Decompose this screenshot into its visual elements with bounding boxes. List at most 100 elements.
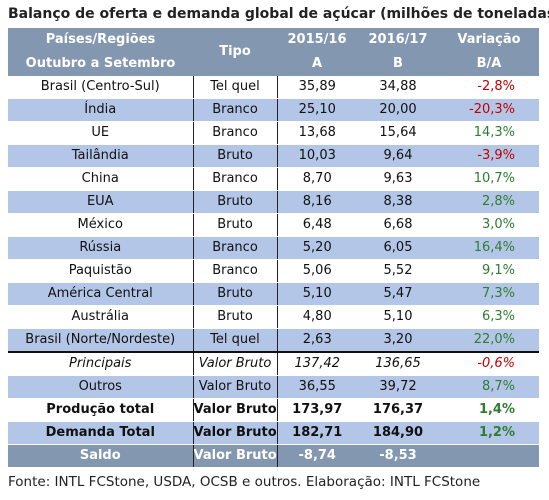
- value-b-cell: 136,65: [357, 351, 439, 376]
- tipo-cell: Branco: [192, 259, 278, 283]
- variation-cell: 10,7%: [439, 167, 539, 191]
- header-tipo: Tipo: [193, 28, 277, 76]
- value-b-cell: 5,52: [357, 259, 439, 283]
- table-row: Austrália Bruto 4,80 5,10 6,3%: [8, 305, 539, 329]
- variation-cell: 9,1%: [439, 259, 539, 283]
- tipo-cell: Valor Bruto: [192, 421, 278, 445]
- value-a-cell: 8,70: [277, 167, 357, 191]
- table-row: Brasil (Centro-Sul) Tel quel 35,89 34,88 -2,…: [8, 76, 539, 99]
- value-a-cell: 10,03: [277, 144, 357, 168]
- country-cell: UE: [8, 121, 193, 145]
- value-b-cell: -8,53: [357, 444, 439, 467]
- header-col-a: A: [277, 52, 357, 76]
- country-cell: Demanda Total: [8, 421, 193, 445]
- table-row: UE Branco 13,68 15,64 14,3%: [8, 121, 539, 145]
- value-a-cell: 137,42: [277, 351, 357, 376]
- value-a-cell: 5,20: [277, 236, 357, 260]
- country-cell: Brasil (Norte/Nordeste): [8, 328, 193, 353]
- value-b-cell: 6,68: [357, 213, 439, 237]
- variation-cell: -0,6%: [439, 351, 539, 376]
- table-row: China Branco 8,70 9,63 10,7%: [8, 167, 539, 191]
- header-variation: Variação: [439, 28, 539, 52]
- header-countries-line1: Países/Regiões: [8, 28, 193, 52]
- value-a-cell: 25,10: [277, 98, 357, 122]
- variation-cell: 8,7%: [439, 375, 539, 399]
- value-a-cell: 13,68: [277, 121, 357, 145]
- tipo-cell: Bruto: [192, 190, 278, 214]
- country-cell: China: [8, 167, 193, 191]
- demanda-total-row: Demanda Total Valor Bruto 182,71 184,90 1,2%: [8, 421, 539, 445]
- outros-row: Outros Valor Bruto 36,55 39,72 8,7%: [8, 375, 539, 399]
- variation-cell: [439, 444, 539, 467]
- country-cell: Rússia: [8, 236, 193, 260]
- table-body: Brasil (Centro-Sul) Tel quel 35,89 34,88 -2,…: [8, 76, 539, 467]
- table-row: América Central Bruto 5,10 5,47 7,3%: [8, 282, 539, 306]
- tipo-cell: Branco: [192, 236, 278, 260]
- value-b-cell: 3,20: [357, 328, 439, 353]
- value-a-cell: 173,97: [277, 398, 357, 422]
- value-a-cell: 35,89: [277, 76, 357, 99]
- header-col-ba: B/A: [439, 52, 539, 76]
- value-a-cell: 8,16: [277, 190, 357, 214]
- table-row: México Bruto 6,48 6,68 3,0%: [8, 213, 539, 237]
- header-year-a: 2015/16: [277, 28, 357, 52]
- variation-cell: 7,3%: [439, 282, 539, 306]
- country-cell: Produção total: [8, 398, 193, 422]
- table-row: Índia Branco 25,10 20,00 -20,3%: [8, 98, 539, 122]
- value-b-cell: 9,63: [357, 167, 439, 191]
- country-cell: Índia: [8, 98, 193, 122]
- country-cell: Tailândia: [8, 144, 193, 168]
- variation-cell: -2,8%: [439, 76, 539, 99]
- value-b-cell: 39,72: [357, 375, 439, 399]
- source-note: Fonte: INTL FCStone, USDA, OCSB e outros…: [8, 474, 481, 490]
- tipo-cell: Valor Bruto: [192, 375, 278, 399]
- header-year-b: 2016/17: [357, 28, 439, 52]
- header-col-b: B: [357, 52, 439, 76]
- value-b-cell: 184,90: [357, 421, 439, 445]
- variation-cell: 1,2%: [439, 421, 539, 445]
- country-cell: EUA: [8, 190, 193, 214]
- country-cell: México: [8, 213, 193, 237]
- value-a-cell: 6,48: [277, 213, 357, 237]
- country-cell: Outros: [8, 375, 193, 399]
- variation-cell: 6,3%: [439, 305, 539, 329]
- value-a-cell: 36,55: [277, 375, 357, 399]
- value-a-cell: 2,63: [277, 328, 357, 353]
- tipo-cell: Bruto: [192, 282, 278, 306]
- value-a-cell: 5,06: [277, 259, 357, 283]
- principais-row: Principais Valor Bruto 137,42 136,65 -0,6%: [8, 351, 539, 376]
- country-cell: Paquistão: [8, 259, 193, 283]
- table-row: Paquistão Branco 5,06 5,52 9,1%: [8, 259, 539, 283]
- value-b-cell: 15,64: [357, 121, 439, 145]
- variation-cell: 1,4%: [439, 398, 539, 422]
- table-row: EUA Bruto 8,16 8,38 2,8%: [8, 190, 539, 214]
- tipo-cell: Bruto: [192, 305, 278, 329]
- variation-cell: -20,3%: [439, 98, 539, 122]
- saldo-row: Saldo Valor Bruto -8,74 -8,53: [8, 444, 539, 467]
- value-a-cell: -8,74: [277, 444, 357, 467]
- country-cell: Saldo: [8, 444, 193, 467]
- table-row: Rússia Branco 5,20 6,05 16,4%: [8, 236, 539, 260]
- producao-total-row: Produção total Valor Bruto 173,97 176,37 1,4…: [8, 398, 539, 422]
- variation-cell: 3,0%: [439, 213, 539, 237]
- tipo-cell: Bruto: [192, 144, 278, 168]
- sugar-balance-table: Países/Regiões Tipo 2015/16 2016/17 Vari…: [8, 28, 539, 467]
- value-b-cell: 176,37: [357, 398, 439, 422]
- tipo-cell: Bruto: [192, 213, 278, 237]
- tipo-cell: Tel quel: [192, 76, 278, 99]
- value-b-cell: 20,00: [357, 98, 439, 122]
- value-b-cell: 6,05: [357, 236, 439, 260]
- value-a-cell: 5,10: [277, 282, 357, 306]
- variation-cell: 14,3%: [439, 121, 539, 145]
- table-title: Balanço de oferta e demanda global de aç…: [8, 6, 549, 22]
- value-b-cell: 9,64: [357, 144, 439, 168]
- variation-cell: 2,8%: [439, 190, 539, 214]
- variation-cell: 16,4%: [439, 236, 539, 260]
- variation-cell: 22,0%: [439, 328, 539, 353]
- tipo-cell: Valor Bruto: [192, 398, 278, 422]
- value-a-cell: 182,71: [277, 421, 357, 445]
- header-countries-line2: Outubro a Setembro: [8, 52, 193, 76]
- variation-cell: -3,9%: [439, 144, 539, 168]
- tipo-cell: Branco: [192, 167, 278, 191]
- country-cell: Austrália: [8, 305, 193, 329]
